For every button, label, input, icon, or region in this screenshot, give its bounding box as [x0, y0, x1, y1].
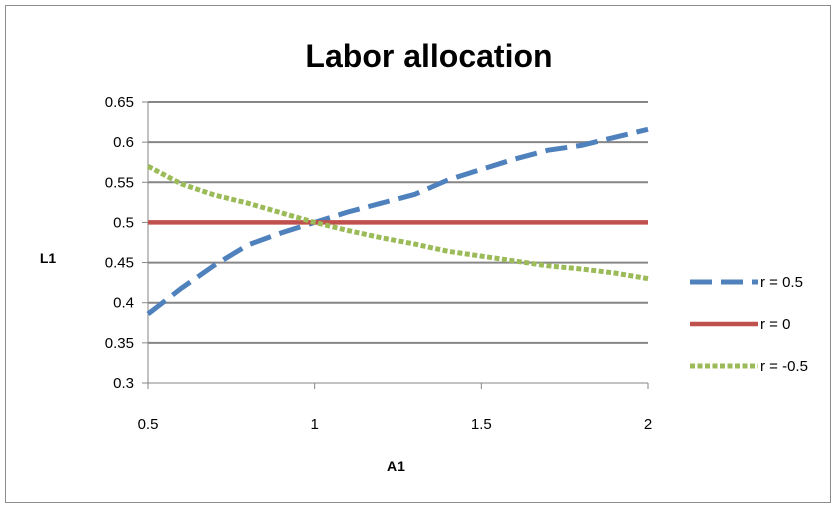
x-tick-label: 2: [644, 416, 652, 433]
x-axis-title: A1: [387, 458, 405, 474]
y-tick-label: 0.6: [113, 134, 134, 151]
series-line-3: [146, 163, 649, 282]
legend-label: r = 0.5: [760, 274, 803, 291]
y-tick-label: 0.45: [105, 255, 134, 272]
axes: [142, 101, 649, 389]
legend-label: r = 0: [760, 316, 790, 333]
x-tick-label: 1.5: [471, 416, 492, 433]
y-tick-label: 0.65: [105, 94, 134, 111]
y-tick-label: 0.5: [113, 214, 134, 231]
y-axis-title: L1: [40, 250, 57, 266]
x-tick-label: 1: [310, 416, 318, 433]
y-tick-label: 0.35: [105, 335, 134, 352]
series-lines: [146, 126, 649, 316]
y-tick-label: 0.55: [105, 174, 134, 191]
x-tick-label: 0.5: [138, 416, 159, 433]
legend: r = 0.5 r = 0 r = -0.5: [690, 274, 808, 375]
x-tick-labels: 0.5 1 1.5 2: [138, 416, 653, 433]
gridlines: [148, 101, 648, 344]
y-tick-label: 0.4: [113, 295, 134, 312]
y-tick-labels: 0.3 0.35 0.4 0.45 0.5 0.55 0.6 0.65: [105, 94, 134, 392]
chart-area: [5, 5, 831, 503]
series-line-1: [146, 126, 649, 316]
y-tick-label: 0.3: [113, 375, 134, 392]
chart-title: Labor allocation: [305, 38, 552, 74]
legend-label: r = -0.5: [760, 358, 808, 375]
